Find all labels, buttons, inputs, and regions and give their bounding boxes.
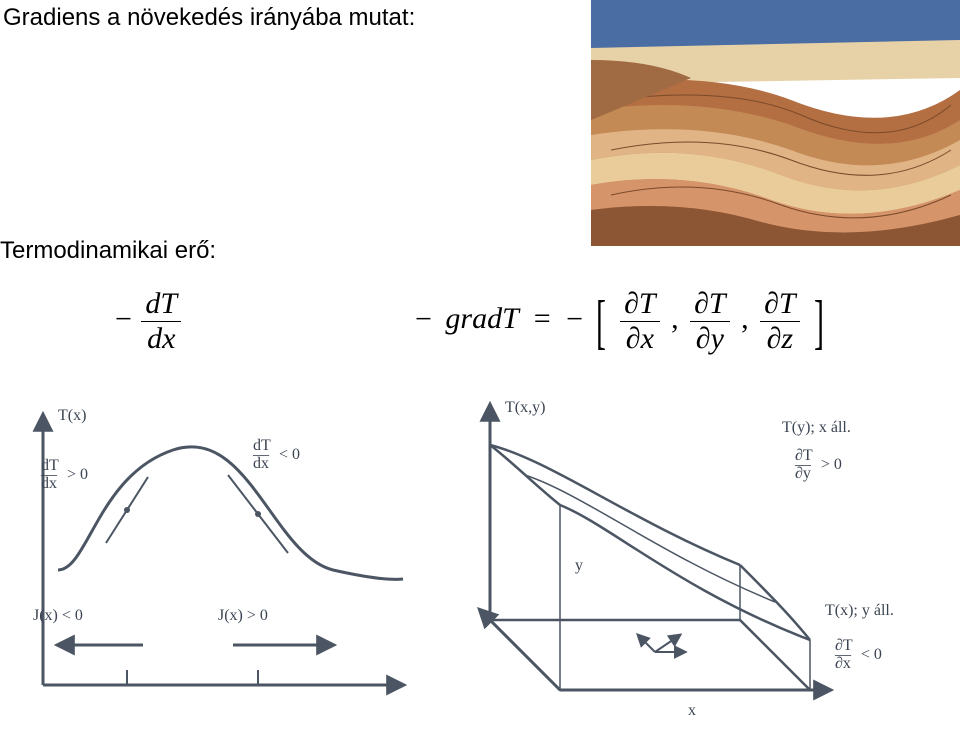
- dTdx-num: ∂T: [620, 287, 660, 322]
- dTdz-den: ∂z: [760, 322, 800, 356]
- left-bracket: [: [596, 292, 606, 352]
- sketch-2d: T(x,y) x y: [430, 390, 960, 730]
- sketch1-Jneg: J(x) < 0: [33, 607, 83, 624]
- equals-sign: =: [534, 302, 551, 335]
- sketch-1d: T(x) dT __ dx > 0 dT __ dx < 0: [3, 395, 423, 725]
- sketch2-title: T(x,y): [505, 399, 545, 416]
- sketch2-dTdx-neg: ∂T __ ∂x < 0: [834, 637, 882, 672]
- math-minus-dTdx: − dT dx: [115, 287, 183, 356]
- minus-sign-2: −: [415, 302, 432, 335]
- sketch1-title: T(x): [58, 407, 86, 424]
- dTdx-den: ∂x: [620, 322, 660, 356]
- heading-text: Gradiens a növekedés irányába mutat:: [3, 4, 563, 33]
- sketch1-dTdx-neg: dT __ dx < 0: [252, 437, 300, 472]
- right-bracket: ]: [814, 292, 824, 352]
- math-gradT: − gradT = − [ ∂T ∂x , ∂T ∂y , ∂T ∂z ]: [415, 287, 829, 356]
- rock-photo: [591, 0, 960, 246]
- sketch2-xlabel: x: [688, 702, 696, 719]
- dTdy-den: ∂y: [690, 322, 730, 356]
- minus-sign-3: −: [566, 302, 583, 335]
- comma-2: ,: [741, 302, 749, 335]
- sketch1-dTdx-pos: dT __ dx > 0: [40, 457, 88, 492]
- frac-dT: dT: [141, 287, 181, 322]
- minus-sign: −: [115, 302, 132, 335]
- frac-dx: dx: [141, 322, 181, 356]
- dTdy-num: ∂T: [690, 287, 730, 322]
- sketch1-Jpos: J(x) > 0: [218, 607, 268, 624]
- subheading-text: Termodinamikai erő:: [0, 237, 300, 266]
- gradT-text: gradT: [445, 302, 518, 335]
- dTdz-num: ∂T: [760, 287, 800, 322]
- sketch2-ylabel: y: [575, 557, 583, 574]
- sketch2-dTdy-pos: ∂T __ ∂y > 0: [794, 447, 842, 482]
- comma-1: ,: [671, 302, 679, 335]
- sketch2-Tx-label: T(x); y áll.: [825, 602, 894, 619]
- sketch2-Ty-label: T(y); x áll.: [782, 419, 851, 436]
